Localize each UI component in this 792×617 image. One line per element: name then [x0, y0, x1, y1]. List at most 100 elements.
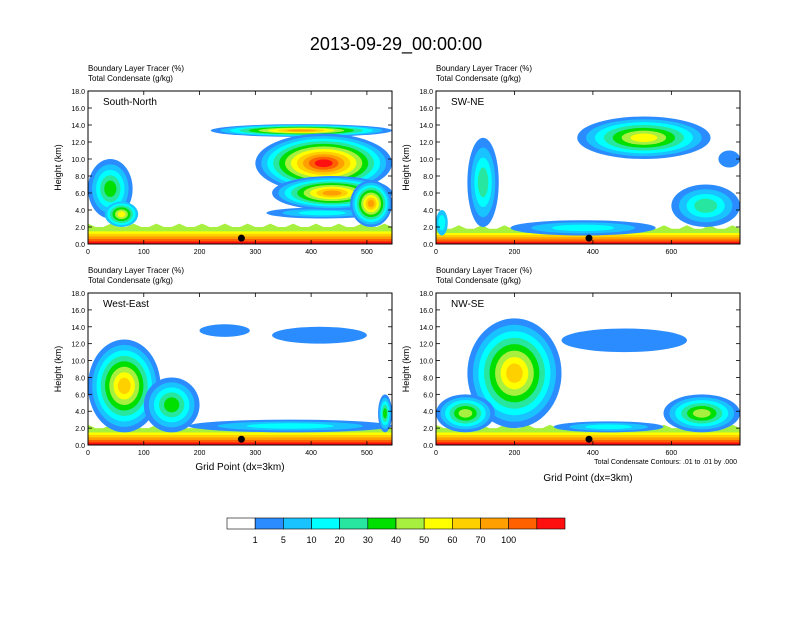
condensate-cell — [718, 150, 740, 168]
y-tick-label: 0.0 — [75, 242, 85, 249]
y-tick-label: 8.0 — [423, 174, 433, 181]
condensate-cell — [561, 328, 688, 353]
x-tick-label: 500 — [361, 450, 373, 457]
y-tick-label: 6.0 — [75, 191, 85, 198]
panel-4: 0.0 2.0 4.0 6.0 8.0 10.0 12.0 14.0 16.0 18.0 0 200 4… — [401, 266, 741, 484]
x-tick-label: 600 — [666, 450, 678, 457]
colorbar: 1 5 10 20 30 40 50 60 70 100 — [226, 517, 566, 545]
colorbar-label: 40 — [391, 535, 401, 545]
condensate-cell — [117, 211, 126, 218]
y-tick-label: 18.0 — [419, 89, 433, 96]
condensate-cell — [322, 190, 342, 196]
y-tick-label: 4.0 — [75, 409, 85, 416]
y-tick-label: 6.0 — [423, 191, 433, 198]
panel-subtitle-tracer: Boundary Layer Tracer (%) — [88, 266, 184, 275]
y-axis-label: Height (km) — [401, 144, 411, 191]
boundary-layer-band — [88, 442, 392, 445]
panel-frame — [435, 90, 741, 245]
y-tick-label: 16.0 — [71, 308, 85, 315]
panel-2: 0.0 2.0 4.0 6.0 8.0 10.0 12.0 14.0 16.0 18.0 0 200 4… — [401, 64, 741, 256]
y-tick-label: 0.0 — [423, 242, 433, 249]
x-tick-label: 200 — [509, 450, 521, 457]
condensate-cell — [117, 377, 131, 395]
boundary-layer-band — [88, 241, 392, 244]
colorbar-box — [452, 517, 481, 530]
colorbar-label: 1 — [253, 535, 258, 545]
condensate-cell — [272, 326, 367, 344]
y-tick-label: 8.0 — [423, 375, 433, 382]
location-marker — [237, 435, 245, 443]
y-tick-label: 6.0 — [75, 392, 85, 399]
y-tick-label: 14.0 — [71, 123, 85, 130]
panel-title: West-East — [103, 299, 149, 310]
y-tick-label: 14.0 — [419, 123, 433, 130]
colorbar-box — [339, 517, 369, 530]
colorbar-box — [367, 517, 397, 530]
colorbar-label: 60 — [447, 535, 457, 545]
x-axis-label: Grid Point (dx=3km) — [543, 473, 632, 484]
x-tick-label: 200 — [194, 450, 206, 457]
x-tick-label: 400 — [587, 249, 599, 256]
y-tick-label: 2.0 — [75, 225, 85, 232]
y-tick-label: 8.0 — [75, 174, 85, 181]
colorbar-label: 70 — [475, 535, 485, 545]
x-tick-label: 300 — [249, 450, 261, 457]
y-tick-label: 2.0 — [75, 426, 85, 433]
panel-1: 0.0 2.0 4.0 6.0 8.0 10.0 12.0 14.0 16.0 18.0 0 100 2… — [53, 64, 393, 256]
panel-subtitle-condensate: Total Condensate (g/kg) — [436, 74, 521, 83]
panel-3: 0.0 2.0 4.0 6.0 8.0 10.0 12.0 14.0 16.0 18.0 0 100 2… — [53, 266, 393, 473]
condensate-cell — [438, 215, 446, 231]
panel-subtitle-tracer: Boundary Layer Tracer (%) — [436, 266, 532, 275]
contour-note: Total Condensate Contours: .01 to .01 by… — [594, 459, 737, 466]
boundary-layer-edge — [88, 223, 392, 232]
condensate-cell — [694, 198, 718, 213]
y-tick-label: 4.0 — [423, 409, 433, 416]
condensate-field — [436, 91, 740, 244]
x-tick-label: 200 — [509, 249, 521, 256]
y-tick-label: 8.0 — [75, 375, 85, 382]
location-marker — [585, 234, 593, 242]
panel-title: NW-SE — [451, 299, 484, 310]
x-tick-label: 300 — [249, 249, 261, 256]
y-tick-label: 12.0 — [71, 140, 85, 147]
y-tick-label: 14.0 — [419, 325, 433, 332]
colorbar-label: 10 — [306, 535, 316, 545]
colorbar-box — [536, 517, 566, 530]
y-tick-label: 2.0 — [423, 426, 433, 433]
condensate-field — [436, 293, 740, 445]
x-axis-label: Grid Point (dx=3km) — [195, 462, 284, 473]
y-tick-label: 10.0 — [71, 359, 85, 366]
y-tick-label: 18.0 — [71, 89, 85, 96]
condensate-field — [88, 293, 392, 445]
colorbar-label: 50 — [419, 535, 429, 545]
y-tick-label: 12.0 — [71, 342, 85, 349]
colorbar-box — [480, 517, 509, 530]
panel-title: South-North — [103, 97, 157, 108]
condensate-cell — [287, 129, 316, 132]
y-tick-label: 4.0 — [423, 208, 433, 215]
y-tick-label: 2.0 — [423, 225, 433, 232]
condensate-cell — [458, 408, 473, 418]
panel-subtitle-tracer: Boundary Layer Tracer (%) — [88, 64, 184, 73]
panel-subtitle-condensate: Total Condensate (g/kg) — [436, 276, 521, 285]
colorbar-box — [311, 517, 340, 530]
condensate-cell — [164, 397, 180, 413]
y-tick-label: 16.0 — [71, 106, 85, 113]
x-tick-label: 400 — [305, 450, 317, 457]
x-tick-label: 100 — [138, 249, 150, 256]
y-tick-label: 0.0 — [75, 443, 85, 450]
colorbar-box — [508, 517, 538, 530]
panel-subtitle-condensate: Total Condensate (g/kg) — [88, 74, 173, 83]
condensate-cell — [298, 210, 347, 216]
condensate-cell — [630, 133, 658, 142]
colorbar-label: 20 — [335, 535, 345, 545]
figure-title: 2013-09-29_00:00:00 — [310, 34, 482, 55]
y-axis-label: Height (km) — [53, 144, 63, 191]
y-tick-label: 18.0 — [71, 291, 85, 298]
x-tick-label: 0 — [86, 249, 90, 256]
colorbar-box — [254, 517, 284, 530]
condensate-cell — [585, 424, 633, 430]
condensate-cell — [551, 224, 615, 232]
